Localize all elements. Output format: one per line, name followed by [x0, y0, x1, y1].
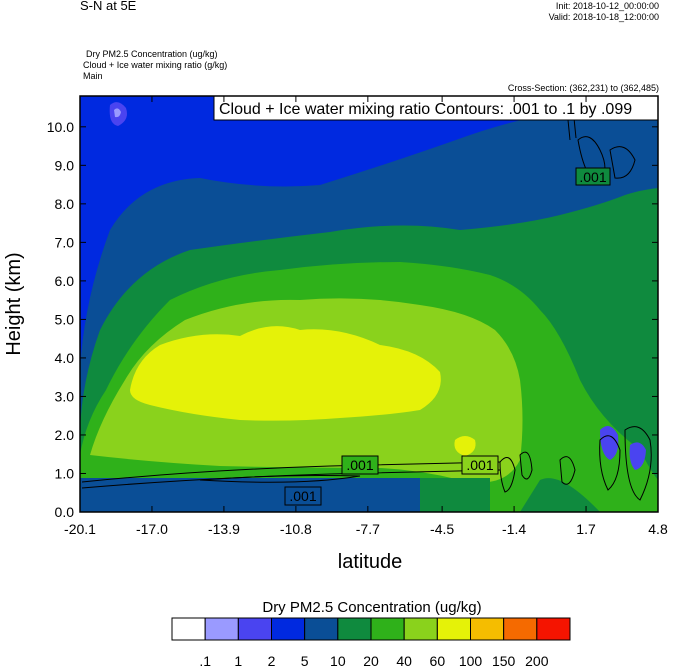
- x-tick-label: -1.4: [502, 521, 526, 537]
- level-2-fill-right: [600, 426, 619, 460]
- colorbar-tick-label: 150: [492, 653, 516, 668]
- contour-line: [624, 426, 652, 501]
- field-description-3: Main: [83, 71, 103, 81]
- y-tick-label: 4.0: [55, 350, 75, 366]
- colorbar-title: Dry PM2.5 Concentration (ug/kg): [262, 599, 481, 616]
- contour-label-box: [284, 486, 322, 506]
- colorbar-tick-label: 200: [525, 653, 549, 668]
- y-tick-label: 5.0: [55, 311, 75, 327]
- y-tick-label: 2.0: [55, 427, 75, 443]
- colorbar-swatch: [204, 617, 239, 641]
- x-tick-label: -20.1: [64, 521, 96, 537]
- x-tick-label: 4.8: [648, 521, 668, 537]
- contour-info-text: Cloud + Ice water mixing ratio Contours:…: [219, 101, 632, 118]
- x-tick-label: -10.8: [280, 521, 312, 537]
- contour-line: [567, 117, 577, 141]
- colorbar-tick-label: 10: [330, 653, 346, 668]
- contour-line: [519, 451, 533, 480]
- colorbar-tick-label: 60: [430, 653, 446, 668]
- colorbar-swatch: [436, 617, 472, 641]
- colorbar-swatch: [304, 617, 339, 641]
- x-tick-label: -13.9: [208, 521, 240, 537]
- contour-line: [199, 475, 361, 483]
- contour-label-box: [575, 167, 611, 186]
- level-100-fill-small: [454, 436, 476, 456]
- colorbar-swatch: [403, 617, 438, 641]
- field-description-1: Dry PM2.5 Concentration (ug/kg): [86, 49, 218, 59]
- y-tick-label: 6.0: [55, 273, 75, 289]
- colorbar-tick-label: 1: [234, 653, 242, 668]
- contour-label: .001: [289, 488, 316, 504]
- colorbar-swatch: [171, 617, 206, 641]
- colorbar-tick-label: .1: [199, 653, 211, 668]
- y-tick-label: 7.0: [55, 234, 75, 250]
- field-description-2: Cloud + Ice water mixing ratio (g/kg): [83, 60, 228, 70]
- contour-line: [81, 461, 501, 483]
- cloud-contour-lines: [81, 117, 652, 501]
- contour-labels: .001 .001 .001 .001: [284, 167, 611, 506]
- y-axis-label: Height (km): [3, 252, 25, 355]
- contour-label: .001: [579, 169, 606, 185]
- y-tick-label: 9.0: [55, 157, 75, 173]
- colorbar-tick-label: 2: [268, 653, 276, 668]
- contour-label-box: [341, 455, 379, 475]
- y-tick-label: 1.0: [55, 465, 75, 481]
- level-100-fill: [130, 326, 441, 421]
- colorbar-swatch: [271, 617, 306, 641]
- level-2-fill-right-2: [629, 442, 646, 470]
- x-axis-label: latitude: [338, 551, 403, 573]
- level-1-fill-topleft: [114, 108, 121, 118]
- x-tick-label: -4.5: [430, 521, 454, 537]
- contour-label: .001: [346, 457, 373, 473]
- colorbar: .1 1 2 5 10 20 40 60 100 150 200: [171, 617, 571, 668]
- y-tick-label: 10.0: [47, 119, 74, 135]
- contour-label: .001: [466, 457, 493, 473]
- plot-frame: [79, 95, 659, 513]
- colorbar-swatch: [370, 617, 405, 641]
- contour-label-box: [461, 455, 499, 475]
- colorbar-swatch: [503, 617, 538, 641]
- surface-band-fill: [80, 478, 420, 512]
- y-tick-label: 8.0: [55, 196, 75, 212]
- x-tick-label: -7.7: [356, 521, 380, 537]
- y-axis: 0.0 1.0 2.0 3.0 4.0 5.0 6.0 7.0 8.0 9.0 10.0: [47, 119, 658, 520]
- colorbar-swatch: [337, 617, 372, 641]
- contour-line: [81, 469, 501, 489]
- colorbar-tick-label: 20: [363, 653, 379, 668]
- y-tick-label: 0.0: [55, 504, 75, 520]
- contour-line: [599, 435, 621, 491]
- contour-line: [559, 456, 576, 485]
- colorbar-tick-label: 100: [459, 653, 483, 668]
- colorbar-tick-label: 5: [301, 653, 309, 668]
- plot-header-title: S-N at 5E: [80, 0, 137, 13]
- surface-band-fill-2: [420, 478, 490, 512]
- contour-line: [499, 457, 516, 493]
- x-tick-label: 1.7: [576, 521, 596, 537]
- colorbar-tick-label: 40: [396, 653, 412, 668]
- x-tick-label: -17.0: [136, 521, 168, 537]
- contour-line: [609, 146, 636, 179]
- valid-time: Valid: 2018-10-18_12:00:00: [548, 12, 659, 22]
- contour-fill-area: [80, 96, 658, 512]
- y-tick-label: 3.0: [55, 388, 75, 404]
- cross-section-label: Cross-Section: (362,231) to (362,485): [507, 83, 659, 93]
- x-axis: -20.1 -17.0 -13.9 -10.8 -7.7 -4.5 -1.4 1.7 4.8: [64, 96, 668, 537]
- colorbar-swatch: [536, 617, 571, 641]
- colorbar-swatch: [470, 617, 505, 641]
- init-time: Init: 2018-10-12_00:00:00: [555, 1, 659, 11]
- colorbar-swatch: [237, 617, 272, 641]
